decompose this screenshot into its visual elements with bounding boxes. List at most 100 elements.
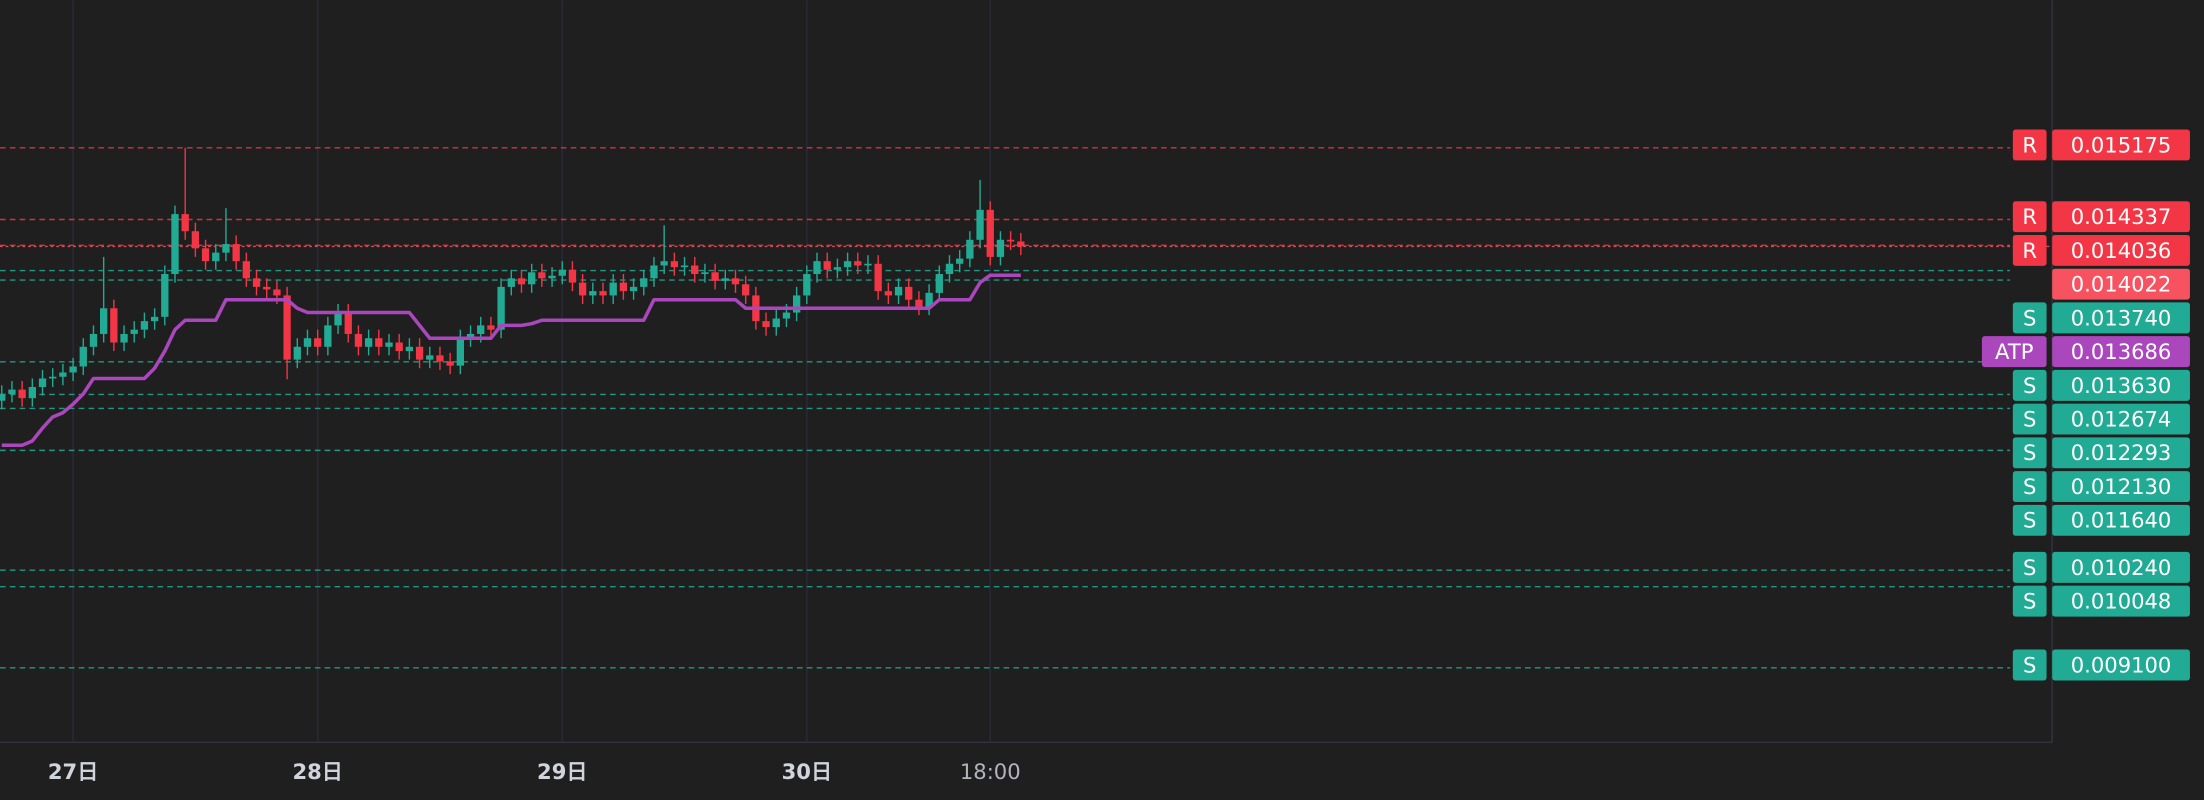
price-label-box bbox=[2052, 551, 2190, 583]
candle-body bbox=[283, 295, 291, 360]
candle-body bbox=[18, 389, 26, 399]
candle-body bbox=[324, 325, 332, 347]
level-tag-box bbox=[2012, 551, 2047, 583]
candle-body bbox=[212, 252, 220, 262]
candle-body bbox=[181, 214, 189, 232]
candle-body bbox=[578, 282, 587, 296]
x-tick-label: 29日 bbox=[537, 759, 587, 784]
candle-body bbox=[69, 366, 77, 373]
candle-body bbox=[446, 361, 454, 366]
candle-body bbox=[426, 355, 434, 360]
x-tick-label: 28日 bbox=[292, 759, 342, 784]
candle-body bbox=[232, 244, 240, 262]
candle-body bbox=[507, 278, 515, 287]
level-tag: S bbox=[2023, 555, 2036, 580]
candle-body bbox=[120, 333, 128, 343]
candle-body bbox=[966, 239, 974, 259]
candle-body bbox=[140, 321, 149, 330]
price-label-box bbox=[2052, 437, 2190, 469]
candle-body bbox=[222, 244, 230, 253]
candle-body bbox=[558, 269, 566, 276]
candle-body bbox=[263, 286, 271, 290]
level-tag: S bbox=[2023, 589, 2036, 614]
candle-body bbox=[1017, 241, 1025, 247]
level-tag: S bbox=[2023, 407, 2036, 432]
level-tag: S bbox=[2023, 440, 2036, 465]
candle-body bbox=[864, 263, 872, 266]
candle-body bbox=[762, 321, 770, 328]
candle-body bbox=[436, 355, 444, 362]
level-tag: S bbox=[2023, 652, 2036, 677]
candle-body bbox=[517, 278, 526, 285]
candle-body bbox=[201, 248, 210, 262]
candle-body bbox=[905, 286, 913, 300]
price-label: 0.011640 bbox=[2071, 508, 2172, 533]
candle-body bbox=[38, 378, 47, 388]
level-tag-box bbox=[2012, 302, 2047, 334]
candle-body bbox=[405, 346, 414, 352]
candle-body bbox=[364, 338, 373, 347]
candle-body bbox=[660, 261, 668, 266]
candle-body bbox=[670, 261, 678, 268]
candle-body bbox=[680, 265, 689, 268]
price-label: 0.014022 bbox=[2071, 272, 2172, 297]
price-label: 0.014036 bbox=[2071, 238, 2172, 263]
level-tag-box bbox=[2012, 129, 2047, 161]
level-tag-box bbox=[1981, 336, 2047, 368]
candle-body bbox=[242, 261, 250, 279]
candle-body bbox=[477, 325, 485, 334]
candle-body bbox=[1006, 239, 1015, 242]
level-tag: S bbox=[2023, 305, 2036, 330]
level-tag-box bbox=[2012, 585, 2047, 617]
indicator-line bbox=[1, 273, 1021, 447]
candle-body bbox=[415, 346, 424, 360]
price-label: 0.012674 bbox=[2071, 407, 2172, 432]
candle-body bbox=[548, 275, 556, 279]
candle-body bbox=[884, 291, 893, 296]
candle-body bbox=[28, 387, 36, 399]
candle-body bbox=[782, 312, 791, 319]
price-label: 0.012293 bbox=[2071, 440, 2172, 465]
candle-body bbox=[385, 342, 393, 347]
level-tag-box bbox=[2012, 471, 2047, 503]
candle-body bbox=[894, 286, 903, 296]
price-label: 0.013630 bbox=[2071, 373, 2172, 398]
price-label-box bbox=[2052, 268, 2190, 300]
price-label: 0.014337 bbox=[2071, 204, 2172, 229]
price-label: 0.015175 bbox=[2071, 132, 2172, 157]
candle-body bbox=[976, 209, 984, 240]
candle-body bbox=[191, 231, 200, 249]
candle-body bbox=[100, 308, 108, 334]
candle-body bbox=[314, 338, 322, 347]
level-tag: S bbox=[2023, 508, 2036, 533]
candle-body bbox=[487, 325, 495, 330]
candle-body bbox=[792, 295, 801, 313]
candle-body bbox=[79, 346, 87, 367]
price-label-box bbox=[2052, 369, 2190, 401]
candle-body bbox=[772, 318, 780, 328]
candle-body bbox=[334, 312, 342, 326]
candle-body bbox=[130, 329, 138, 334]
candle-body bbox=[49, 376, 57, 379]
x-tick-label: 30日 bbox=[782, 759, 832, 784]
candle-body bbox=[252, 278, 261, 287]
candle-body bbox=[945, 263, 954, 275]
candle-body bbox=[456, 338, 464, 366]
candle-body bbox=[915, 299, 923, 307]
level-tag: R bbox=[2022, 238, 2037, 263]
candle-body bbox=[823, 261, 831, 270]
level-tag-box bbox=[2012, 369, 2047, 401]
level-tag-box bbox=[2012, 437, 2047, 469]
candle-body bbox=[742, 284, 750, 296]
candle-body bbox=[640, 278, 648, 287]
price-label-box bbox=[2052, 129, 2190, 161]
level-tag-box bbox=[2012, 403, 2047, 435]
candle-body bbox=[89, 333, 98, 347]
candle-body bbox=[925, 292, 933, 307]
candle-body bbox=[110, 308, 118, 343]
candle-body bbox=[711, 272, 719, 281]
level-tag: R bbox=[2022, 132, 2037, 157]
candle-body bbox=[538, 272, 546, 279]
candle-body bbox=[619, 282, 628, 292]
